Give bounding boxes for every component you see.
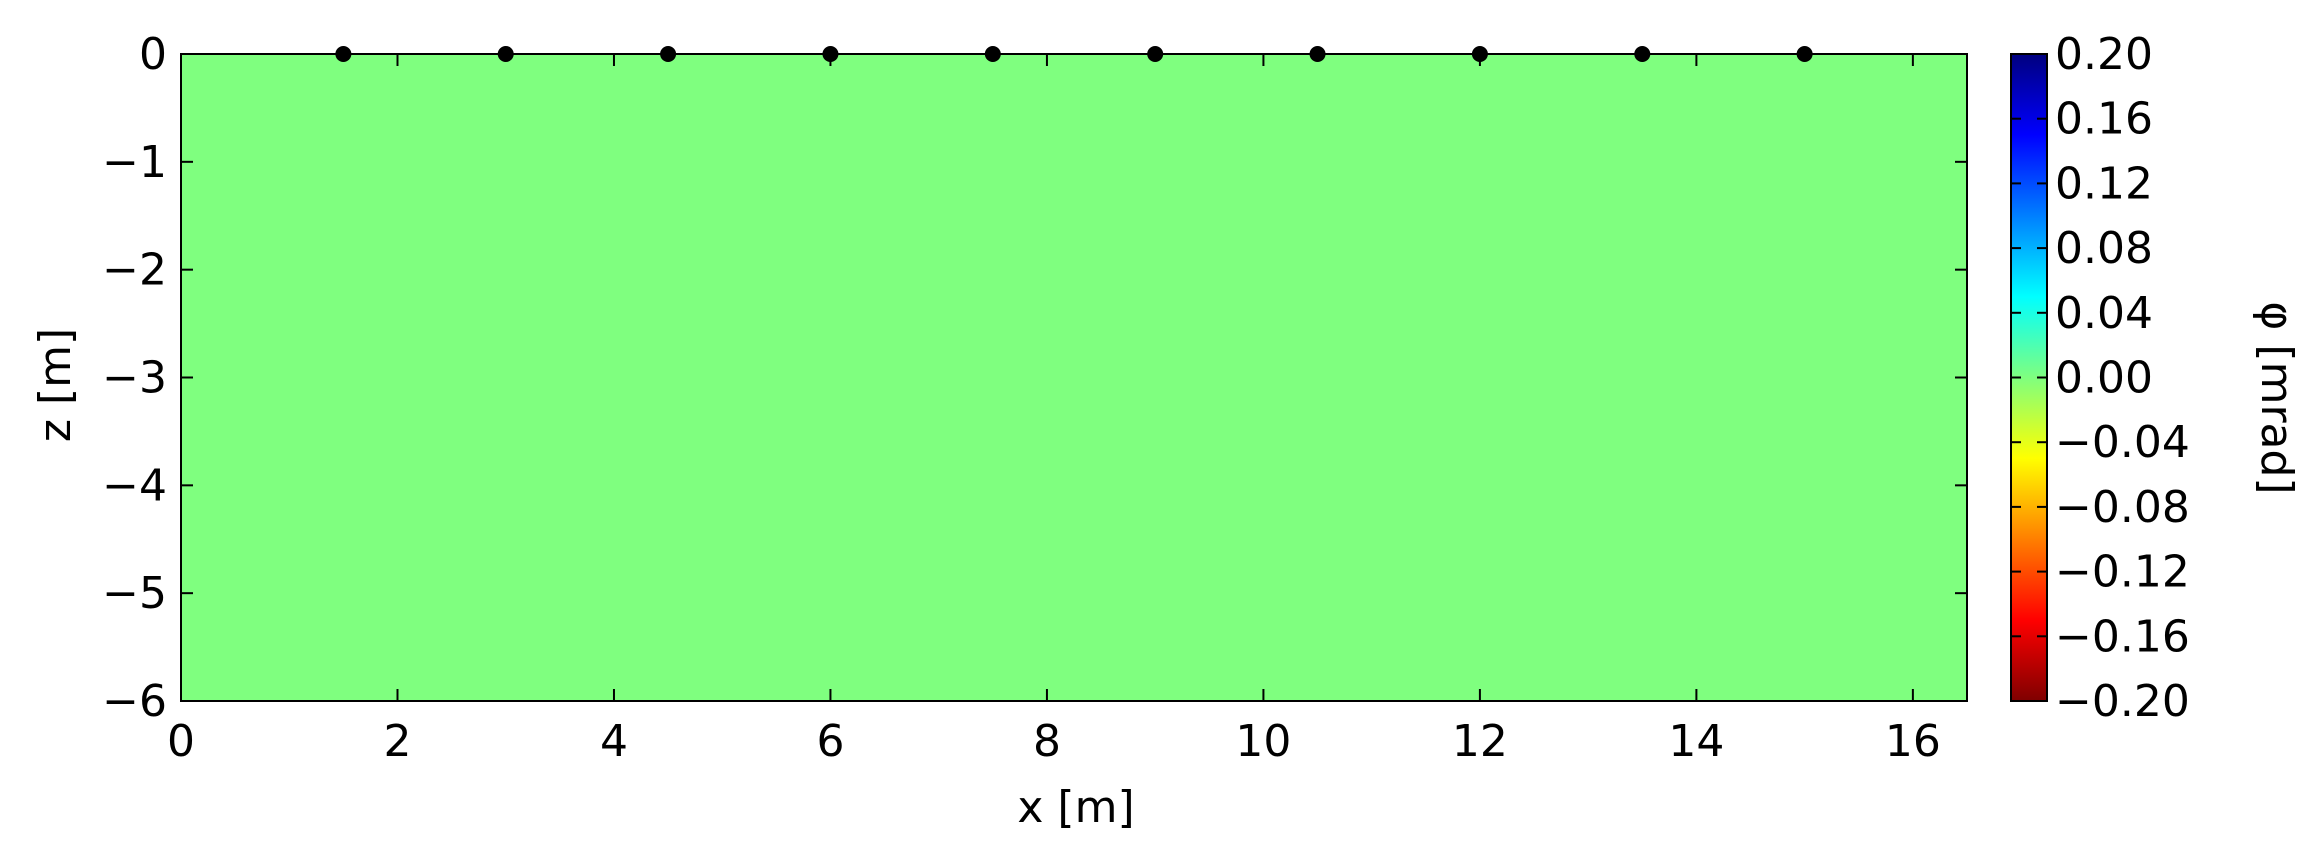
colorbar-tick-label: −0.12 <box>2055 547 2190 598</box>
y-axis-ticks: 0 −1 −2 −3 −4 −5 −6 <box>102 29 1967 727</box>
electrode-marker <box>660 46 677 62</box>
colorbar-tick-label: −0.04 <box>2055 417 2190 468</box>
x-tick-label: 10 <box>1235 716 1291 767</box>
electrode-marker <box>1471 46 1488 62</box>
electrode-marker <box>335 46 352 62</box>
x-tick-label: 0 <box>167 716 195 767</box>
y-tick-label: −1 <box>102 137 167 188</box>
y-axis-label: z [m] <box>30 328 81 442</box>
colorbar-tick-label: 0.12 <box>2055 158 2153 209</box>
x-axis-label: x [m] <box>1017 782 1134 833</box>
colorbar: 0.20 0.16 0.12 0.08 0.04 0.00 −0.04 −0.08 −0.12 −… <box>2010 29 2302 727</box>
colorbar-ticks: 0.20 0.16 0.12 0.08 0.04 0.00 −0.04 −0.08 −0.12 −… <box>2011 29 2190 727</box>
phase-field <box>181 54 1967 701</box>
y-tick-label: −2 <box>102 245 167 296</box>
colorbar-label: φ [mrad] <box>2251 301 2302 494</box>
x-axis-ticks: 0 2 4 6 8 10 12 14 16 <box>167 54 1941 767</box>
x-tick-label: 2 <box>383 716 411 767</box>
electrode-marker <box>1309 46 1326 62</box>
electrode-marker <box>497 46 514 62</box>
electrode-marker <box>1796 46 1813 62</box>
x-tick-label: 14 <box>1668 716 1724 767</box>
x-tick-label: 16 <box>1885 716 1941 767</box>
y-tick-label: 0 <box>139 29 167 80</box>
y-tick-label: −6 <box>102 676 167 727</box>
x-tick-label: 4 <box>600 716 628 767</box>
electrode-markers <box>335 46 1813 62</box>
x-tick-label: 12 <box>1452 716 1508 767</box>
colorbar-tick-label: 0.16 <box>2055 94 2153 145</box>
x-tick-label: 6 <box>816 716 844 767</box>
electrode-marker <box>984 46 1001 62</box>
plot-area: 0 2 4 6 8 10 12 14 16 0 −1 −2 −3 −4 −5 −6 x [m] z [m] <box>30 29 1968 833</box>
x-tick-label: 8 <box>1033 716 1061 767</box>
colorbar-tick-label: −0.20 <box>2055 676 2190 727</box>
electrode-marker <box>822 46 839 62</box>
colorbar-tick-label: −0.16 <box>2055 611 2190 662</box>
colorbar-tick-label: −0.08 <box>2055 482 2190 533</box>
colorbar-tick-label: 0.20 <box>2055 29 2153 80</box>
y-tick-label: −5 <box>102 568 167 619</box>
electrode-marker <box>1634 46 1651 62</box>
y-tick-label: −3 <box>102 353 167 404</box>
electrode-marker <box>1147 46 1164 62</box>
colorbar-tick-label: 0.08 <box>2055 223 2153 274</box>
colorbar-tick-label: 0.00 <box>2055 353 2153 404</box>
y-tick-label: −4 <box>102 460 167 511</box>
colorbar-tick-label: 0.04 <box>2055 288 2153 339</box>
